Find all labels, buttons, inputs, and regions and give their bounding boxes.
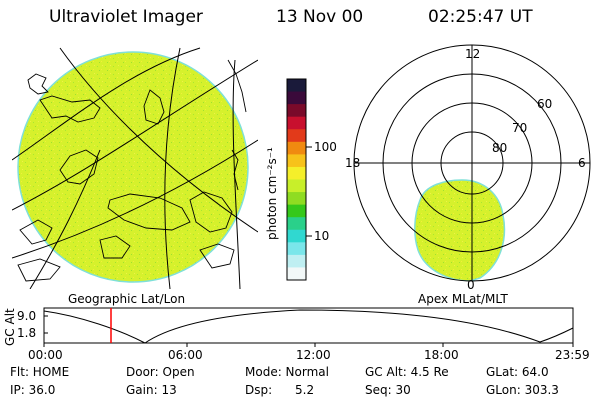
- date-label: 13 Nov 00: [276, 7, 364, 27]
- grid-line: [164, 47, 181, 289]
- color-bar-band: [287, 79, 306, 93]
- instrument-title: Ultraviolet Imager: [49, 7, 203, 27]
- mlt-label-18: 18: [345, 156, 361, 170]
- coastline: [19, 219, 53, 245]
- color-bar-frame: [286, 78, 307, 281]
- altitude-tick-low: 1.8: [17, 326, 37, 340]
- altitude-ylabel: GC Alt: [3, 308, 17, 346]
- color-bar-band: [287, 154, 306, 168]
- color-bar-band: [287, 242, 306, 256]
- color-bar-band: [287, 129, 306, 143]
- color-bar-band: [287, 267, 306, 281]
- color-bar-band: [287, 254, 306, 268]
- x-tick-0600: 06:00: [168, 348, 203, 362]
- mlat-label-80: 80: [492, 141, 508, 155]
- right-panel-caption: Apex MLat/MLT: [418, 292, 508, 306]
- color-bar-band: [287, 217, 306, 231]
- info-ip: IP: 36.0: [10, 383, 56, 397]
- left-panel-caption: Geographic Lat/Lon: [68, 292, 186, 306]
- color-bar-band: [287, 91, 306, 105]
- colorbar-unit-label: photon cm⁻²s⁻¹: [265, 147, 279, 240]
- mlat-label-60: 60: [537, 97, 553, 111]
- altitude-plot-frame: [43, 307, 574, 344]
- color-bar-band: [287, 141, 306, 155]
- coastline: [59, 149, 99, 185]
- coastline: [143, 89, 165, 125]
- mlt-label-12: 12: [465, 47, 481, 61]
- coastline: [227, 59, 247, 113]
- x-tick-1200: 12:00: [296, 348, 331, 362]
- grid-line: [12, 139, 258, 259]
- grid-line: [232, 59, 241, 289]
- coastline: [189, 191, 233, 233]
- info-gain: Gain: 13: [126, 383, 177, 397]
- coastline: [231, 149, 239, 191]
- color-bar-band: [287, 192, 306, 206]
- color-bar-band: [287, 204, 306, 218]
- colorbar-tick-100: 100: [314, 140, 337, 154]
- info-flt: Flt: HOME: [10, 365, 70, 379]
- coastline: [199, 243, 235, 269]
- altitude-tick-high: 9.0: [17, 309, 37, 323]
- x-tick-1800: 18:00: [424, 348, 459, 362]
- mlt-label-6: 6: [578, 156, 586, 170]
- uv-image-disk: [17, 51, 249, 283]
- info-gcalt: GC Alt: 4.5 Re: [365, 365, 449, 379]
- polar-plot: [353, 44, 591, 282]
- grid-line: [12, 59, 258, 211]
- info-door: Door: Open: [126, 365, 195, 379]
- time-label: 02:25:47 UT: [428, 7, 533, 27]
- color-bar-band: [287, 229, 306, 243]
- color-bar-band: [287, 179, 306, 193]
- grid-line: [12, 47, 201, 161]
- altitude-plot: [43, 307, 574, 347]
- mlat-label-70: 70: [512, 121, 528, 135]
- info-seq: Seq: 30: [365, 383, 411, 397]
- color-bar-band: [287, 166, 306, 180]
- auroral-oval: [414, 179, 506, 281]
- geographic-map: [12, 47, 258, 289]
- coastline: [39, 95, 101, 123]
- x-tick-0000: 00:00: [28, 348, 63, 362]
- altitude-curve: [43, 309, 574, 344]
- coastline: [27, 73, 49, 95]
- color-bar: [287, 79, 306, 281]
- grid-line: [29, 149, 101, 289]
- coastline: [17, 258, 61, 282]
- color-bar-band: [287, 104, 306, 118]
- colorbar-tick-10: 10: [314, 229, 330, 243]
- grid-line: [59, 47, 258, 233]
- coastline: [107, 193, 191, 231]
- mlt-label-0: 0: [467, 278, 475, 292]
- info-dsp: Dsp: 5.2: [245, 383, 315, 397]
- info-mode: Mode: Normal: [245, 365, 329, 379]
- info-glat: GLat: 64.0: [486, 365, 549, 379]
- info-glon: GLon: 303.3: [486, 383, 559, 397]
- color-bar-band: [287, 116, 306, 130]
- coastline: [99, 235, 131, 259]
- x-tick-2359: 23:59: [555, 348, 590, 362]
